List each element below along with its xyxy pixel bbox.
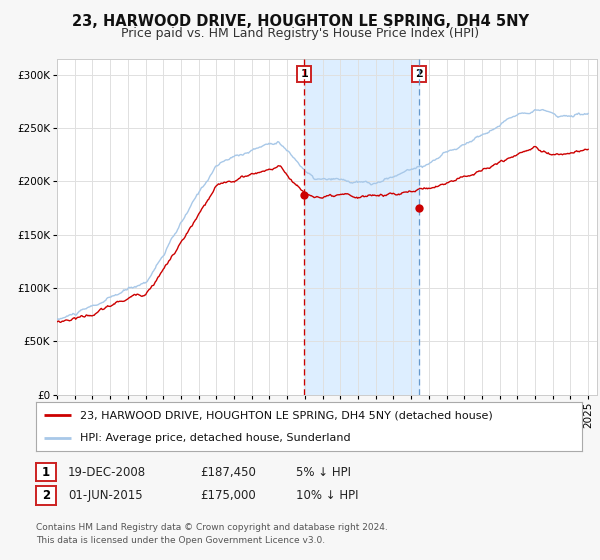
Text: 2: 2 <box>415 69 422 79</box>
Text: 23, HARWOOD DRIVE, HOUGHTON LE SPRING, DH4 5NY (detached house): 23, HARWOOD DRIVE, HOUGHTON LE SPRING, D… <box>80 410 493 421</box>
Text: Price paid vs. HM Land Registry's House Price Index (HPI): Price paid vs. HM Land Registry's House … <box>121 27 479 40</box>
Text: This data is licensed under the Open Government Licence v3.0.: This data is licensed under the Open Gov… <box>36 536 325 545</box>
Text: HPI: Average price, detached house, Sunderland: HPI: Average price, detached house, Sund… <box>80 433 350 444</box>
Text: 19-DEC-2008: 19-DEC-2008 <box>68 465 146 479</box>
Text: 1: 1 <box>42 465 50 479</box>
Text: £187,450: £187,450 <box>200 465 256 479</box>
Text: 23, HARWOOD DRIVE, HOUGHTON LE SPRING, DH4 5NY: 23, HARWOOD DRIVE, HOUGHTON LE SPRING, D… <box>71 14 529 29</box>
Bar <box>304 59 419 395</box>
Text: 10% ↓ HPI: 10% ↓ HPI <box>296 489 358 502</box>
Text: 01-JUN-2015: 01-JUN-2015 <box>68 489 142 502</box>
Text: 1: 1 <box>301 69 308 79</box>
Text: 5% ↓ HPI: 5% ↓ HPI <box>296 465 351 479</box>
Text: Contains HM Land Registry data © Crown copyright and database right 2024.: Contains HM Land Registry data © Crown c… <box>36 523 388 532</box>
Text: £175,000: £175,000 <box>200 489 256 502</box>
Text: 2: 2 <box>42 489 50 502</box>
